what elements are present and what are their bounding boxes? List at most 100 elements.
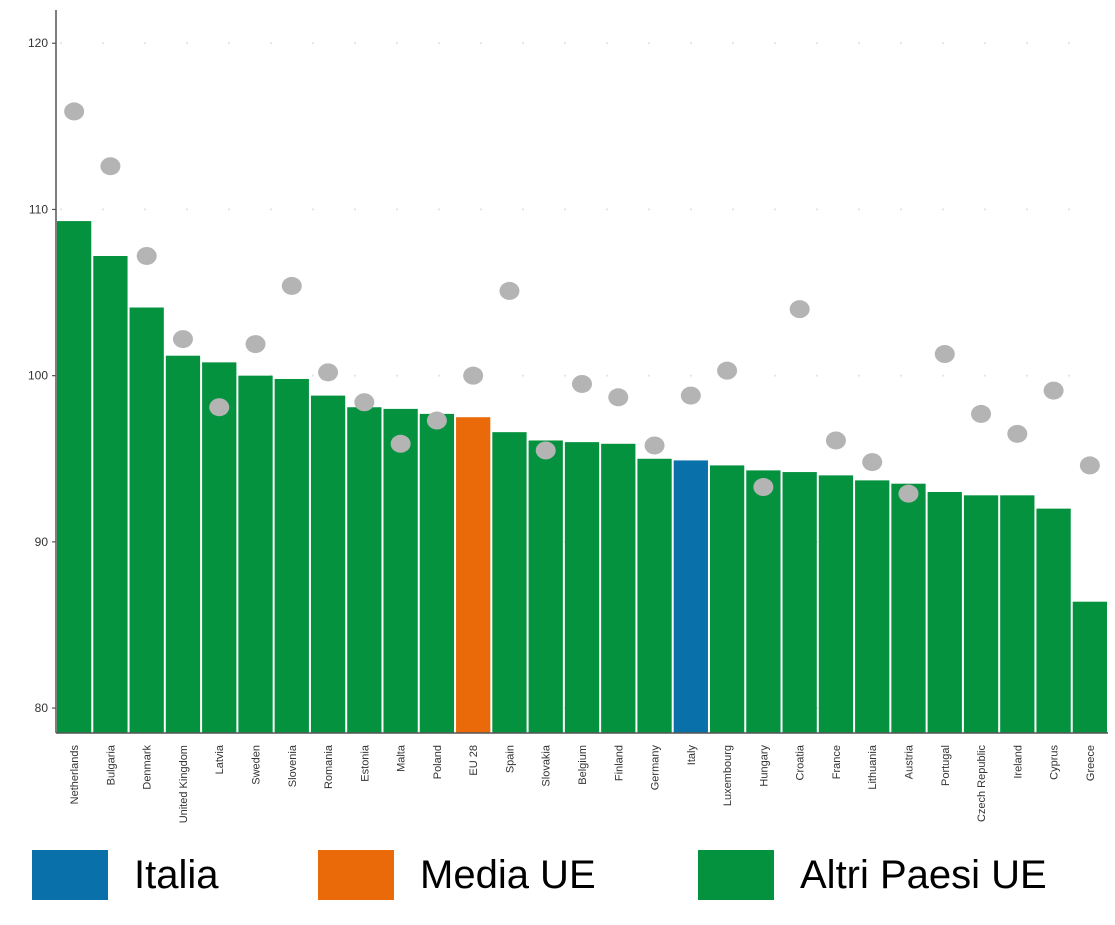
legend: Italia Media UE Altri Paesi UE xyxy=(0,840,1115,925)
x-tick-label-sweden: Sweden xyxy=(251,745,263,785)
dot-sweden xyxy=(245,335,266,354)
x-tick-label-eu-28: EU 28 xyxy=(468,745,480,776)
bar-france xyxy=(818,475,854,733)
dot-slovenia xyxy=(281,276,302,295)
dot-slovakia xyxy=(535,441,556,460)
chart: 80 90 100 110 120 Netherlands Bulgaria Denmark… xyxy=(28,10,1108,823)
bar-hungary xyxy=(746,470,781,733)
bar-sweden xyxy=(238,375,273,733)
bar-united-kingdom xyxy=(165,355,201,733)
x-tick-label-italy: Italy xyxy=(686,745,698,766)
bar-italy xyxy=(673,460,708,733)
x-tick-label-austria: Austria xyxy=(903,744,915,779)
bar-czech-republic xyxy=(963,495,999,733)
y-tick-label-100: 100 xyxy=(28,369,48,383)
dot-netherlands xyxy=(64,102,85,121)
bar-denmark xyxy=(129,307,164,733)
dot-romania xyxy=(318,363,339,382)
x-tick-label-luxembourg: Luxembourg xyxy=(722,745,734,806)
bars xyxy=(57,221,1107,733)
dot-latvia xyxy=(209,398,230,417)
dot-malta xyxy=(390,434,411,453)
legend-swatch-media-ue xyxy=(318,850,394,900)
dot-denmark xyxy=(136,246,157,265)
x-tick-label-united-kingdom: United Kingdom xyxy=(178,745,190,823)
bar-ireland xyxy=(1000,495,1035,733)
bar-slovakia xyxy=(528,440,563,733)
bar-poland xyxy=(419,413,455,733)
bar-malta xyxy=(383,408,418,733)
bar-croatia xyxy=(782,472,817,733)
dot-eu-28 xyxy=(463,366,484,385)
dot-croatia xyxy=(789,300,810,319)
bar-greece xyxy=(1072,601,1107,733)
bar-cyprus xyxy=(1036,508,1071,733)
y-tick-label-110: 110 xyxy=(29,202,48,216)
y-axis-ticks: 80 90 100 110 120 xyxy=(28,36,56,715)
x-tick-label-latvia: Latvia xyxy=(214,744,226,774)
x-tick-label-hungary: Hungary xyxy=(758,745,770,787)
dot-hungary xyxy=(753,478,774,497)
dot-ireland xyxy=(1007,424,1028,443)
legend-label-media-ue: Media UE xyxy=(420,852,596,897)
dot-spain xyxy=(499,281,520,300)
legend-label-italia: Italia xyxy=(134,852,219,897)
bar-eu-28 xyxy=(456,417,491,733)
dot-bulgaria xyxy=(100,157,121,176)
legend-item-media-ue: Media UE xyxy=(318,850,596,900)
x-tick-label-portugal: Portugal xyxy=(940,745,952,786)
x-tick-label-slovakia: Slovakia xyxy=(541,744,553,786)
x-tick-label-estonia: Estonia xyxy=(359,744,371,782)
bar-germany xyxy=(637,458,672,733)
x-tick-label-lithuania: Lithuania xyxy=(867,744,879,790)
dots xyxy=(64,102,1100,503)
dot-belgium xyxy=(572,374,592,393)
x-tick-label-slovenia: Slovenia xyxy=(287,744,299,787)
legend-label-altri-paesi-ue: Altri Paesi UE xyxy=(800,852,1047,897)
bar-spain xyxy=(492,432,527,733)
dot-france xyxy=(825,431,846,450)
bar-portugal xyxy=(927,492,962,733)
legend-swatch-italia xyxy=(32,850,108,900)
x-tick-label-denmark: Denmark xyxy=(142,745,154,790)
legend-item-italia: Italia xyxy=(32,850,219,900)
x-tick-label-ireland: Ireland xyxy=(1012,745,1024,779)
bar-bulgaria xyxy=(93,255,128,733)
x-tick-label-france: France xyxy=(831,745,843,779)
bar-luxembourg xyxy=(709,465,745,733)
bar-slovenia xyxy=(274,378,309,733)
bar-estonia xyxy=(347,407,382,733)
x-tick-label-croatia: Croatia xyxy=(795,744,807,780)
dot-luxembourg xyxy=(717,361,738,380)
x-tick-label-greece: Greece xyxy=(1085,745,1097,781)
bar-romania xyxy=(310,395,346,733)
x-tick-label-finland: Finland xyxy=(613,745,625,781)
bar-finland xyxy=(601,443,636,733)
y-tick-label-80: 80 xyxy=(35,701,49,715)
x-tick-label-cyprus: Cyprus xyxy=(1049,745,1061,780)
bar-austria xyxy=(891,483,926,733)
legend-swatch-altri-paesi-ue xyxy=(698,850,774,900)
dot-czech-republic xyxy=(971,404,992,423)
dot-austria xyxy=(898,484,919,503)
dot-estonia xyxy=(354,393,375,412)
bar-lithuania xyxy=(855,480,890,733)
x-tick-label-romania: Romania xyxy=(323,744,335,789)
dot-portugal xyxy=(934,345,955,364)
x-tick-label-poland: Poland xyxy=(432,745,444,779)
dot-germany xyxy=(644,436,665,455)
x-tick-label-belgium: Belgium xyxy=(577,745,589,785)
dot-united-kingdom xyxy=(172,330,193,349)
dot-poland xyxy=(426,411,447,430)
dot-lithuania xyxy=(862,453,883,472)
x-tick-label-malta: Malta xyxy=(396,744,408,772)
dot-italy xyxy=(680,386,701,405)
bar-belgium xyxy=(564,442,600,733)
dot-greece xyxy=(1079,456,1100,475)
y-tick-label-90: 90 xyxy=(35,535,49,549)
x-axis-labels: Netherlands Bulgaria Denmark United Kingdom… xyxy=(69,744,1097,823)
x-tick-label-germany: Germany xyxy=(650,745,662,791)
dot-finland xyxy=(608,388,629,407)
legend-item-altri-paesi-ue: Altri Paesi UE xyxy=(698,850,1047,900)
dot-cyprus xyxy=(1043,381,1064,400)
